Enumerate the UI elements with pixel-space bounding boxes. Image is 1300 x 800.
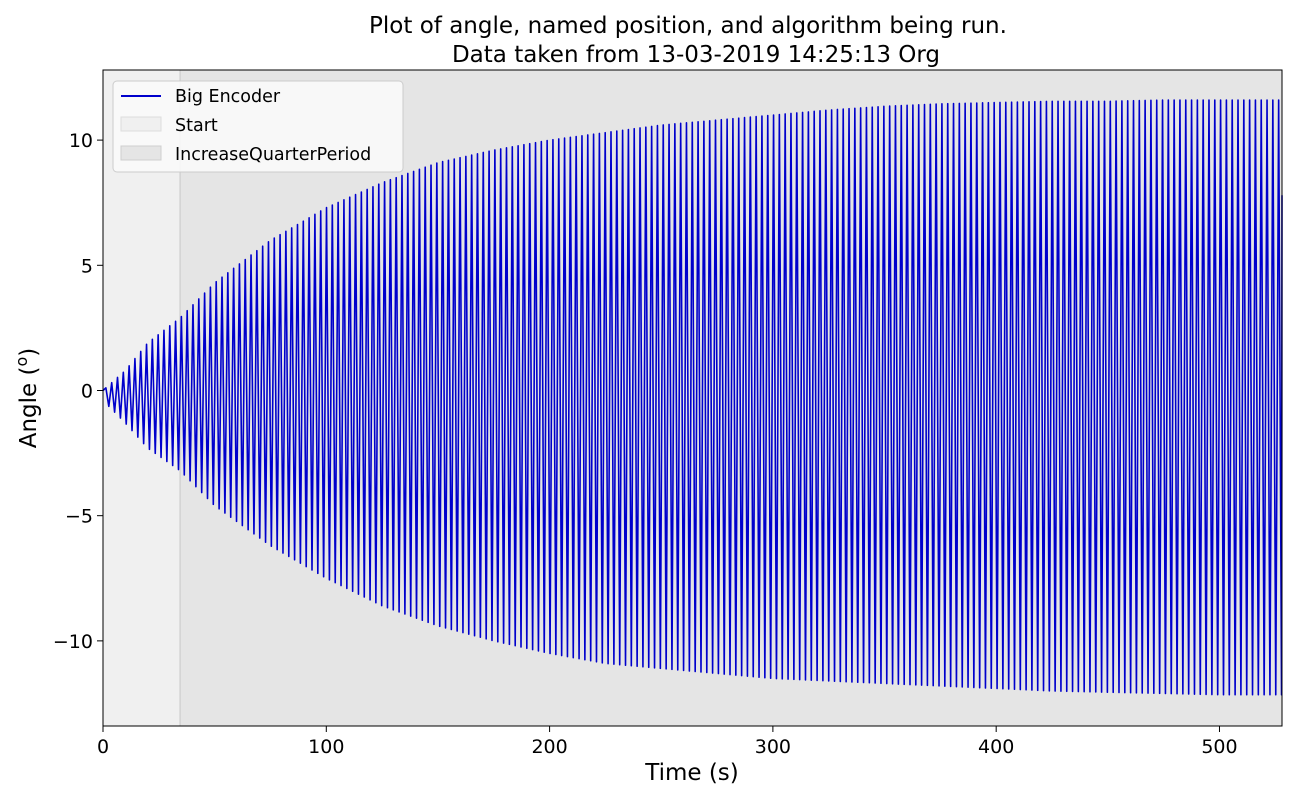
legend-label-big-encoder: Big Encoder bbox=[175, 87, 281, 107]
x-axis: 0 100 200 300 400 500 bbox=[97, 726, 1238, 758]
y-tick-label: 10 bbox=[69, 130, 93, 152]
legend: Big Encoder Start IncreaseQuarterPeriod bbox=[112, 80, 404, 173]
y-tick-label: 0 bbox=[81, 380, 93, 402]
y-axis-label-close: ) bbox=[16, 348, 42, 357]
x-tick-label: 100 bbox=[308, 736, 344, 758]
legend-label-start: Start bbox=[175, 116, 218, 136]
series-line-big-encoder bbox=[102, 99, 1283, 696]
y-axis: 10 5 0 −5 −10 bbox=[53, 130, 103, 653]
legend-box bbox=[112, 80, 404, 173]
legend-swatch-increasequarterperiod bbox=[120, 145, 162, 161]
y-tick-label: −10 bbox=[53, 631, 93, 653]
y-axis-label-text: Angle ( bbox=[16, 367, 42, 449]
chart-subtitle: Data taken from 13-03-2019 14:25:13 Org bbox=[452, 42, 940, 68]
y-tick-label: 5 bbox=[81, 255, 93, 277]
x-tick-label: 500 bbox=[1201, 736, 1237, 758]
plot-frame bbox=[102, 69, 1283, 727]
x-tick-label: 0 bbox=[97, 736, 109, 758]
chart-title: Plot of angle, named position, and algor… bbox=[369, 13, 1007, 39]
y-axis-label-superscript: o bbox=[12, 357, 31, 367]
plot-area bbox=[102, 69, 1283, 727]
x-tick-label: 300 bbox=[755, 736, 791, 758]
y-axis-label: Angle (o) bbox=[12, 348, 43, 449]
x-axis-label: Time (s) bbox=[644, 760, 739, 786]
x-tick-label: 400 bbox=[978, 736, 1014, 758]
y-tick-label: −5 bbox=[65, 506, 93, 528]
x-tick-label: 200 bbox=[531, 736, 567, 758]
legend-label-increasequarterperiod: IncreaseQuarterPeriod bbox=[175, 145, 371, 165]
legend-swatch-start bbox=[120, 116, 162, 132]
